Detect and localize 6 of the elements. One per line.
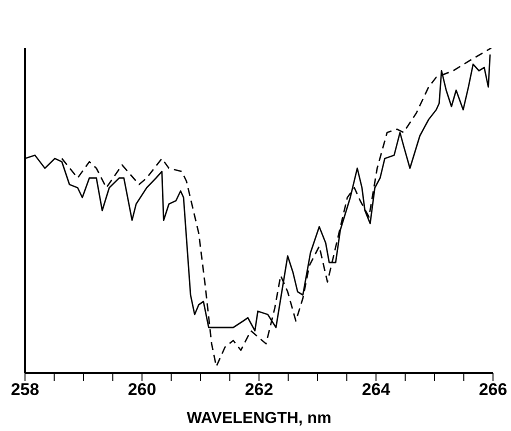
x-axis-title: WAVELENGTH, nm [186, 410, 332, 427]
x-tick-label: 260 [128, 380, 156, 400]
x-tick-label: 264 [362, 380, 391, 400]
x-tick-label: 262 [244, 380, 274, 400]
x-tick-label: 258 [10, 380, 40, 400]
x-tick-label: 266 [478, 380, 508, 400]
